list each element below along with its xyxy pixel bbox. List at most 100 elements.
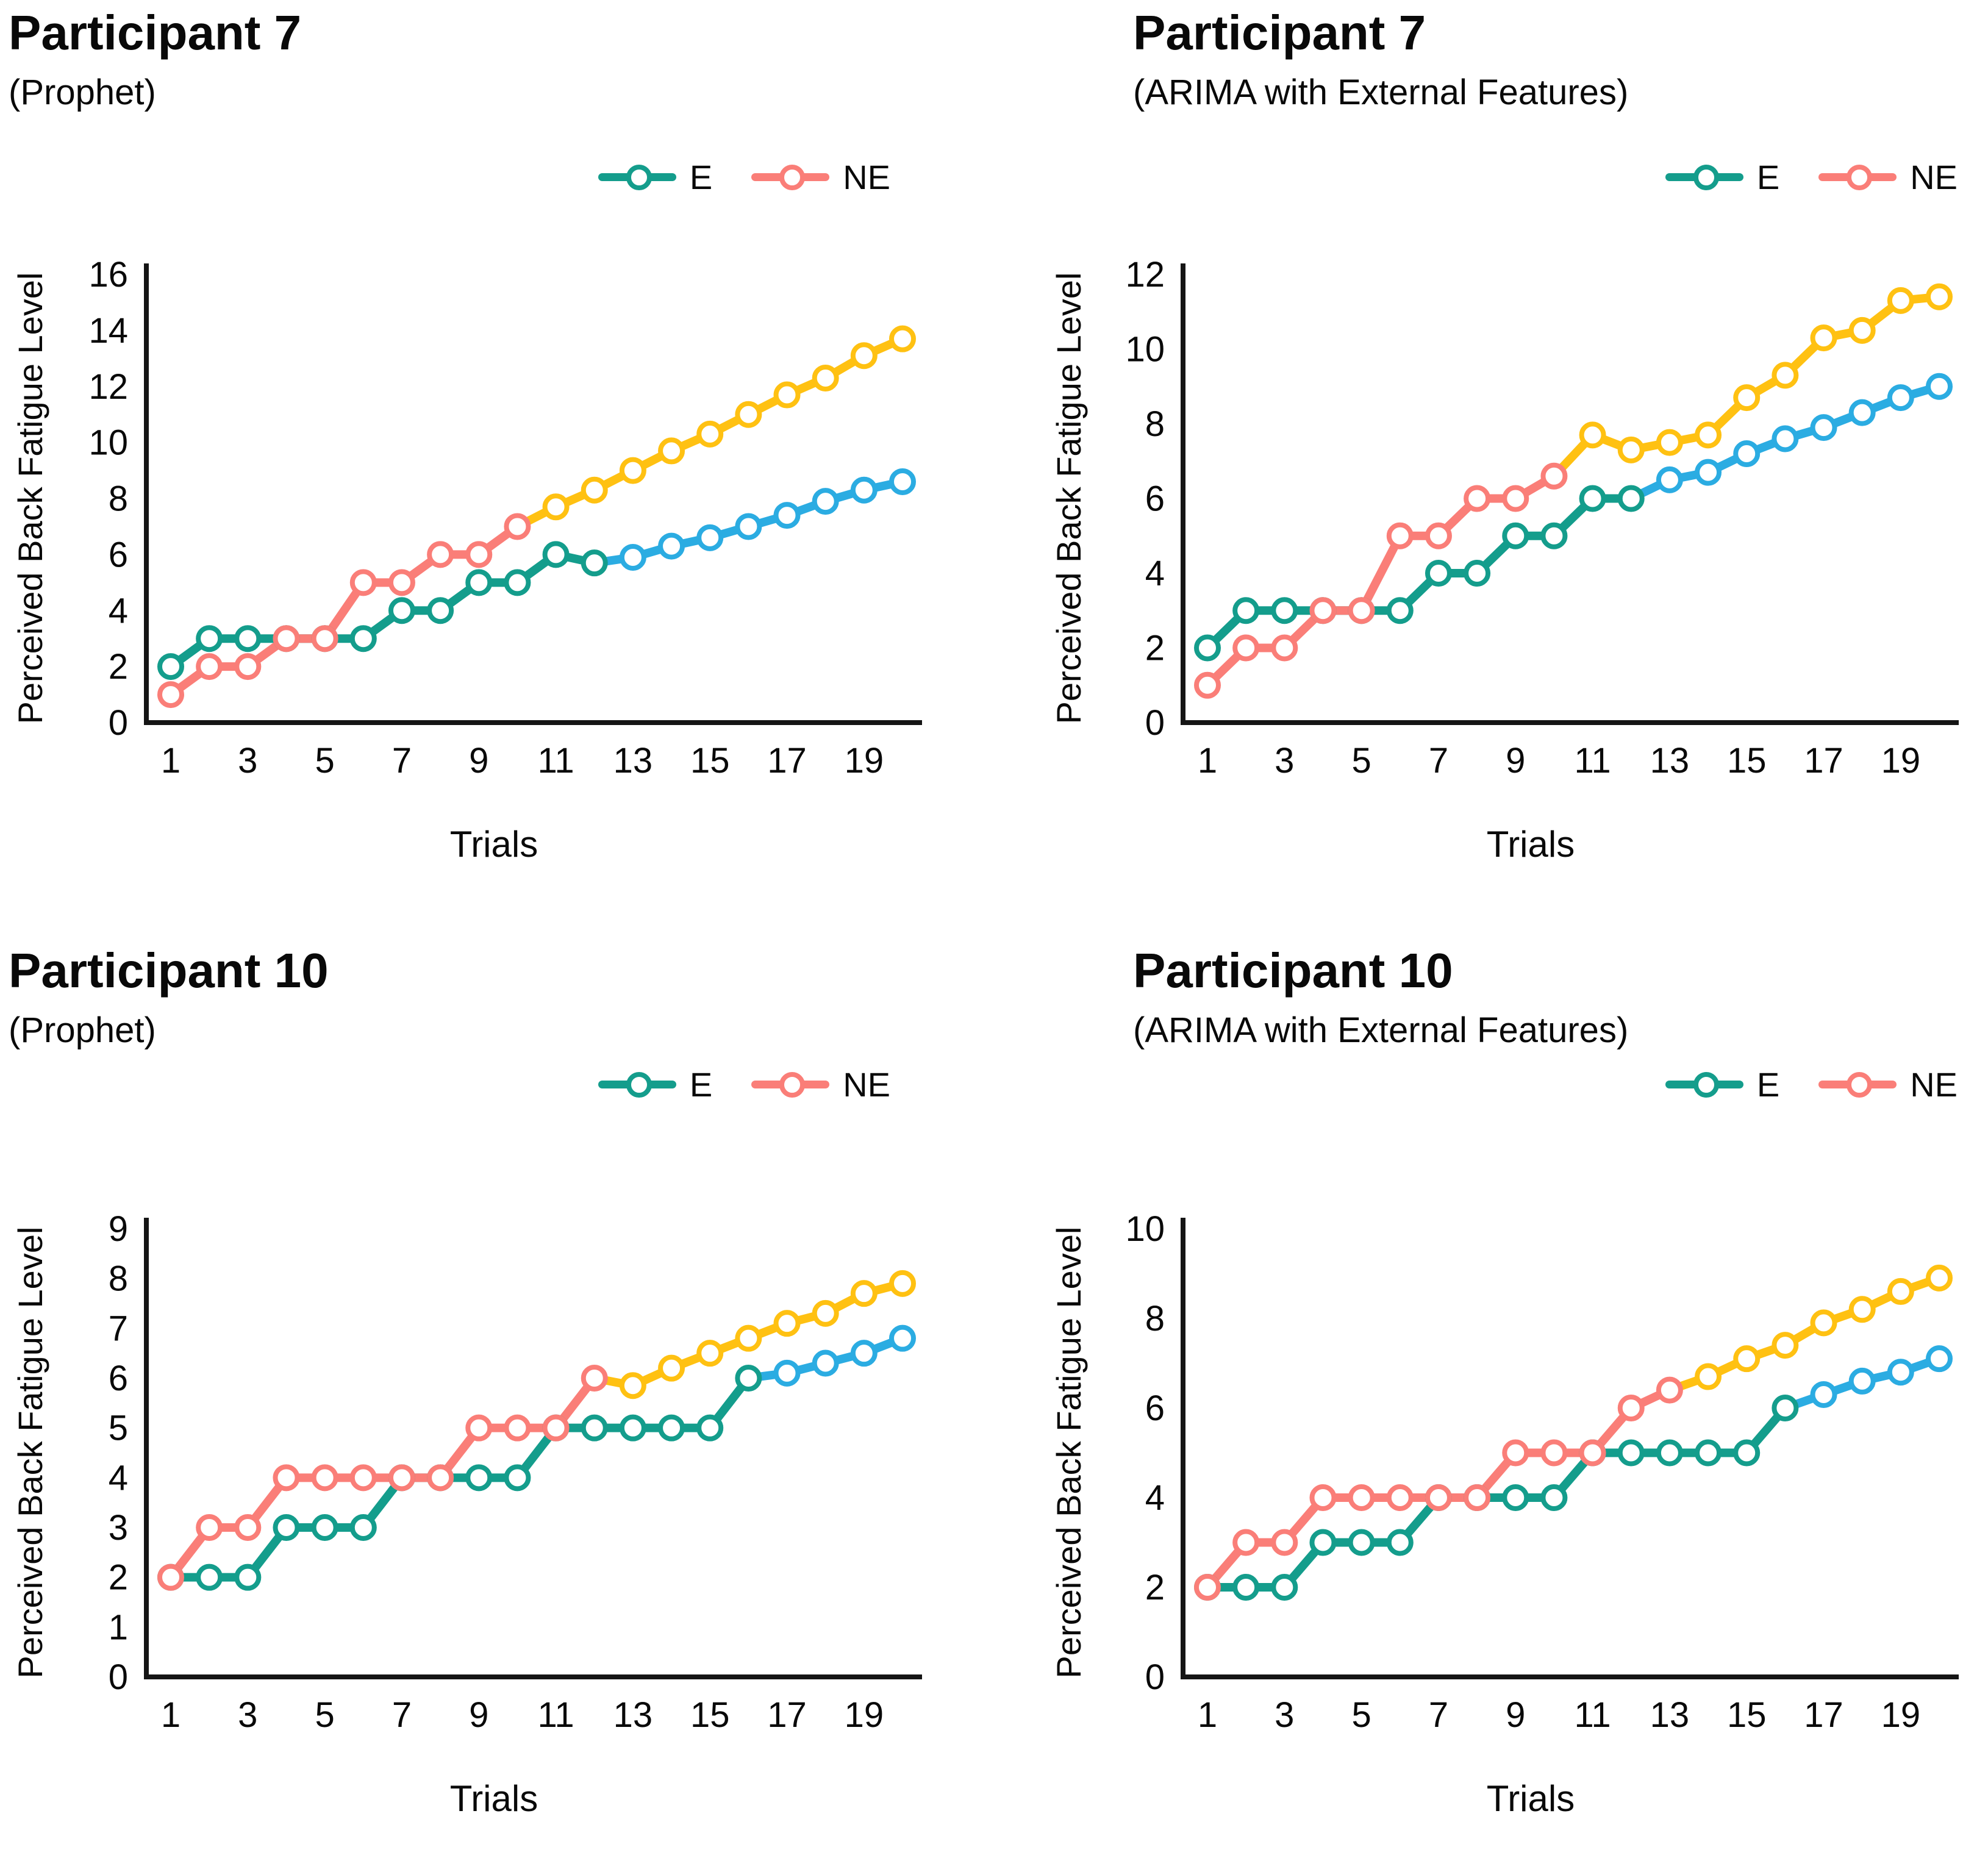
legend-item-e: E: [1665, 157, 1779, 197]
e-series-marker-icon: [598, 1071, 676, 1098]
ne-series-marker-icon: [1818, 163, 1897, 190]
svg-text:0: 0: [109, 703, 128, 743]
svg-text:7: 7: [392, 1695, 412, 1735]
svg-text:10: 10: [1125, 330, 1165, 370]
svg-text:5: 5: [315, 1695, 334, 1735]
svg-text:3: 3: [238, 1695, 257, 1735]
svg-text:13: 13: [1650, 741, 1690, 781]
ne-series-marker-icon: [751, 163, 830, 190]
svg-text:19: 19: [845, 1695, 884, 1735]
e-series-marker-icon: [598, 163, 676, 190]
plot-area: 0 2 4 6 8 10 12 1 3 5 7 9 11 13 15 17 19 Trials: [1037, 229, 1988, 912]
svg-text:17: 17: [767, 1695, 807, 1735]
svg-text:13: 13: [613, 1695, 653, 1735]
legend-label-e: E: [1756, 157, 1780, 196]
chart-panel-participant10-arima: Participant 10 (ARIMA with External Feat…: [994, 900, 1988, 1819]
svg-text:11: 11: [537, 741, 574, 781]
e-series-marker-icon: [1665, 1071, 1743, 1098]
svg-text:15: 15: [1727, 741, 1767, 781]
svg-text:12: 12: [88, 367, 128, 407]
svg-text:16: 16: [88, 255, 128, 295]
chart-subtitle: (Prophet): [9, 1010, 156, 1050]
legend-label-ne: NE: [1910, 157, 1958, 196]
svg-text:6: 6: [109, 1359, 128, 1398]
svg-text:3: 3: [1275, 1695, 1294, 1735]
chart-subtitle: (ARIMA with External Features): [1133, 1010, 1629, 1050]
svg-text:8: 8: [109, 479, 128, 519]
svg-text:13: 13: [613, 741, 653, 781]
chart-legend: E NE: [1665, 1065, 1958, 1104]
chart-title: Participant 7: [1133, 5, 1426, 60]
x-axis-label: Trials: [1486, 1778, 1575, 1819]
svg-text:17: 17: [1804, 1695, 1843, 1735]
svg-text:7: 7: [109, 1309, 128, 1348]
legend-item-ne: NE: [1818, 157, 1958, 197]
svg-text:5: 5: [1351, 741, 1371, 781]
chart-title: Participant 7: [9, 5, 302, 60]
chart-legend: E NE: [598, 1065, 890, 1104]
svg-text:6: 6: [1145, 479, 1165, 519]
svg-text:19: 19: [845, 741, 884, 781]
svg-text:6: 6: [109, 535, 128, 574]
svg-text:2: 2: [1145, 629, 1165, 668]
svg-text:1: 1: [161, 1695, 181, 1735]
chart-legend: E NE: [598, 157, 890, 196]
x-axis-label: Trials: [449, 1778, 538, 1819]
legend-label-ne: NE: [1910, 1065, 1958, 1104]
svg-text:13: 13: [1650, 1695, 1690, 1735]
svg-text:15: 15: [1727, 1695, 1767, 1735]
legend-item-ne: NE: [751, 157, 890, 197]
legend-item-e: E: [1665, 1065, 1779, 1104]
svg-text:9: 9: [469, 741, 488, 781]
svg-text:8: 8: [1145, 404, 1165, 444]
svg-text:9: 9: [1506, 741, 1525, 781]
svg-text:14: 14: [88, 311, 128, 351]
svg-text:4: 4: [1145, 1478, 1165, 1518]
svg-text:11: 11: [1574, 741, 1611, 781]
svg-text:2: 2: [1145, 1568, 1165, 1607]
svg-text:0: 0: [1145, 703, 1165, 743]
legend-label-ne: NE: [843, 157, 890, 196]
svg-text:15: 15: [690, 1695, 730, 1735]
chart-title: Participant 10: [9, 943, 329, 998]
legend-label-e: E: [689, 157, 713, 196]
svg-text:15: 15: [690, 741, 730, 781]
svg-text:17: 17: [767, 741, 807, 781]
svg-text:9: 9: [109, 1209, 128, 1249]
svg-text:9: 9: [469, 1695, 488, 1735]
svg-text:0: 0: [109, 1657, 128, 1697]
chart-title: Participant 10: [1133, 943, 1453, 998]
svg-text:17: 17: [1804, 741, 1843, 781]
legend-item-ne: NE: [751, 1065, 890, 1104]
x-axis-label: Trials: [449, 824, 538, 865]
legend-label-ne: NE: [843, 1065, 890, 1104]
svg-text:12: 12: [1125, 255, 1165, 295]
plot-area: 0 2 4 6 8 10 1 3 5 7 9 11 13 15 17 19 Trials: [1037, 1183, 1988, 1866]
svg-text:5: 5: [1351, 1695, 1371, 1735]
svg-text:2: 2: [109, 647, 128, 687]
chart-subtitle: (ARIMA with External Features): [1133, 73, 1629, 112]
svg-text:1: 1: [109, 1607, 128, 1647]
svg-text:5: 5: [109, 1409, 128, 1448]
legend-item-ne: NE: [1818, 1065, 1958, 1104]
svg-text:8: 8: [109, 1259, 128, 1299]
svg-text:19: 19: [1881, 1695, 1921, 1735]
legend-label-e: E: [689, 1065, 713, 1104]
svg-text:3: 3: [238, 741, 257, 781]
svg-text:4: 4: [109, 591, 128, 631]
ne-series-marker-icon: [751, 1071, 830, 1098]
svg-text:10: 10: [1125, 1209, 1165, 1249]
svg-text:0: 0: [1145, 1657, 1165, 1697]
svg-text:2: 2: [109, 1558, 128, 1598]
chart-subtitle: (Prophet): [9, 73, 156, 112]
svg-text:6: 6: [1145, 1388, 1165, 1428]
svg-text:1: 1: [1198, 741, 1217, 781]
svg-text:9: 9: [1506, 1695, 1525, 1735]
svg-text:3: 3: [1275, 741, 1294, 781]
svg-text:3: 3: [109, 1508, 128, 1548]
svg-text:10: 10: [88, 423, 128, 463]
